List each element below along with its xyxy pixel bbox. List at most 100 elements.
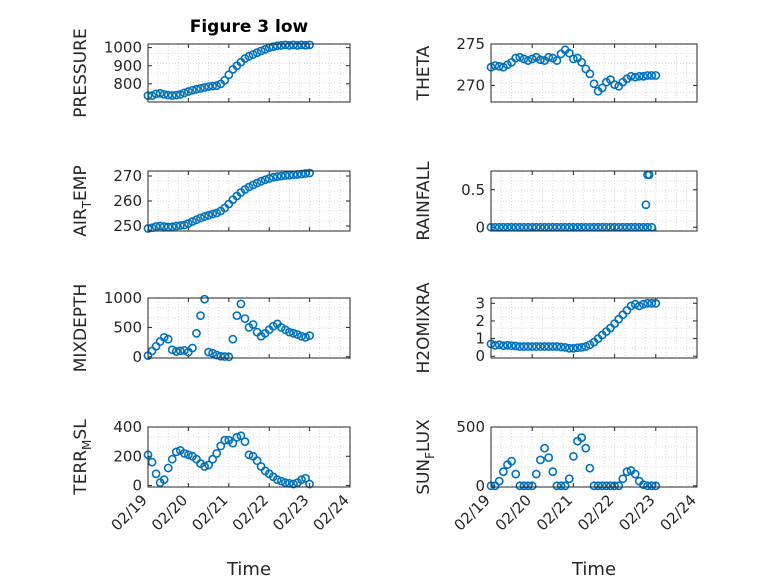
data-point — [634, 301, 644, 311]
data-point — [224, 70, 234, 80]
data-point — [626, 301, 636, 311]
x-tick-label: 02/20 — [492, 491, 535, 534]
data-point — [252, 178, 262, 188]
y-tick-label: 1000 — [104, 39, 142, 57]
y-tick-label: 1 — [475, 330, 485, 348]
data-point — [494, 340, 504, 350]
y-tick-label: 270 — [113, 167, 142, 185]
data-point — [212, 81, 222, 91]
data-point — [556, 342, 566, 352]
y-tick-label: 200 — [113, 447, 142, 465]
data-point — [175, 346, 185, 356]
data-point — [256, 46, 266, 56]
data-point — [200, 83, 209, 92]
data-point — [639, 299, 648, 309]
data-point — [519, 54, 529, 64]
data-point — [196, 311, 205, 321]
data-point — [252, 48, 262, 58]
y-tick-label: 0 — [475, 347, 485, 365]
data-point — [232, 311, 242, 321]
data-point — [577, 433, 587, 442]
data-point — [647, 298, 657, 308]
x-axis-label: Time — [226, 559, 271, 580]
data-point — [171, 447, 181, 457]
data-point — [297, 40, 306, 50]
data-point — [240, 314, 250, 323]
data-point — [284, 41, 294, 50]
data-point — [622, 467, 632, 477]
x-tick-label: 02/23 — [615, 491, 658, 534]
data-point — [151, 469, 161, 479]
data-point — [163, 90, 173, 100]
y-tick-label: 275 — [456, 35, 485, 53]
data-point — [601, 481, 611, 491]
subplot-5: 0 500 1000 MIXDEPTH — [71, 284, 351, 373]
data-point — [544, 342, 554, 351]
y-axis-label: TERRMSL — [71, 419, 94, 496]
data-point — [183, 450, 193, 460]
data-point — [297, 475, 306, 485]
y-axis-label-main: PRESSURE — [71, 28, 91, 117]
data-point — [515, 481, 525, 491]
data-point — [523, 481, 533, 491]
subplot-3: 250 260 270 AIRTEMP — [71, 165, 351, 237]
data-point — [260, 175, 270, 185]
data-point — [597, 481, 607, 491]
data-point — [284, 170, 294, 180]
axes-frame — [490, 43, 698, 103]
data-point — [204, 347, 213, 357]
data-point — [260, 45, 270, 54]
data-point — [276, 171, 286, 181]
data-point — [175, 221, 185, 230]
data-point — [293, 41, 302, 50]
y-tick-label: 270 — [456, 76, 485, 94]
data-point — [552, 56, 562, 65]
data-point — [179, 88, 189, 98]
data-point — [536, 342, 545, 351]
y-tick-label: 500 — [456, 418, 485, 436]
data-point — [163, 334, 173, 344]
x-tick-label: 02/24 — [657, 491, 700, 534]
axes-frame — [147, 426, 351, 488]
y-axis-label: THETA — [414, 45, 434, 101]
y-axis-label-main: MIXDEPTH — [71, 284, 91, 373]
data-point — [643, 298, 652, 308]
data-point — [511, 469, 521, 479]
data-point — [167, 91, 177, 100]
data-point — [548, 342, 558, 351]
data-point — [540, 342, 549, 351]
data-point — [560, 343, 570, 352]
data-point — [651, 481, 661, 491]
data-point — [651, 71, 661, 80]
data-point — [244, 51, 254, 61]
y-axis-label-main: AIR — [71, 208, 91, 237]
data-point — [228, 334, 238, 344]
y-axis-label: AIRTEMP — [71, 165, 94, 236]
y-axis-label-main: H2OMIXRA — [414, 282, 434, 373]
axes-frame — [490, 297, 698, 359]
data-point — [527, 481, 537, 491]
data-point — [606, 481, 615, 491]
x-tick-label: 02/23 — [269, 491, 312, 534]
data-point — [248, 50, 258, 59]
data-point — [293, 330, 302, 339]
subplot-2: 270 275 THETA — [414, 35, 698, 103]
x-tick-label: 02/20 — [148, 491, 191, 534]
data-point — [192, 84, 201, 94]
data-point — [167, 222, 177, 232]
data-point — [220, 352, 230, 361]
data-point — [200, 294, 209, 304]
y-tick-label: 500 — [113, 318, 142, 336]
data-point — [272, 172, 282, 181]
data-point — [589, 481, 599, 491]
y-tick-label: 0.5 — [461, 181, 485, 199]
data-point — [515, 342, 525, 351]
data-point — [200, 212, 209, 221]
axes-frame — [147, 297, 351, 359]
data-point — [208, 454, 218, 464]
y-axis-label-main: SUN — [414, 459, 434, 495]
data-point — [268, 172, 278, 182]
